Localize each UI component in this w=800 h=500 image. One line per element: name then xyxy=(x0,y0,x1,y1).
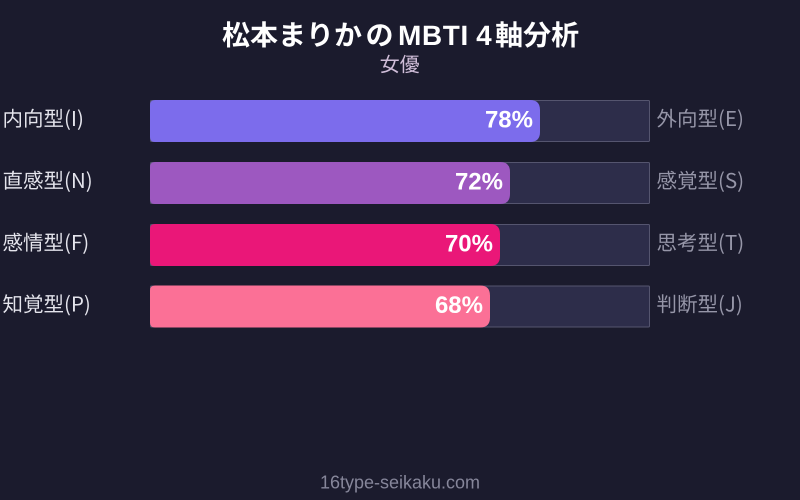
svg-text:72%: 72% xyxy=(455,169,503,196)
svg-text:70%: 70% xyxy=(445,231,493,258)
svg-text:68%: 68% xyxy=(435,292,483,319)
svg-text:16type-seikaku.com: 16type-seikaku.com xyxy=(320,473,480,493)
svg-text:78%: 78% xyxy=(485,107,533,134)
